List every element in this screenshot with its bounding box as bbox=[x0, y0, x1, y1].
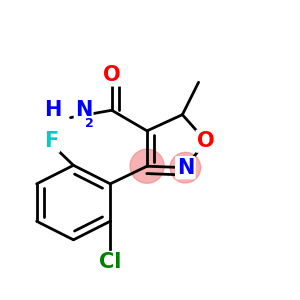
Text: N: N bbox=[177, 158, 194, 178]
Text: F: F bbox=[44, 131, 58, 151]
Circle shape bbox=[130, 149, 164, 183]
Text: H: H bbox=[44, 100, 62, 120]
Text: Cl: Cl bbox=[99, 253, 122, 272]
Text: N: N bbox=[75, 100, 92, 120]
Circle shape bbox=[170, 152, 201, 183]
Text: 2: 2 bbox=[85, 117, 94, 130]
Text: O: O bbox=[197, 131, 215, 151]
Text: O: O bbox=[103, 65, 121, 85]
